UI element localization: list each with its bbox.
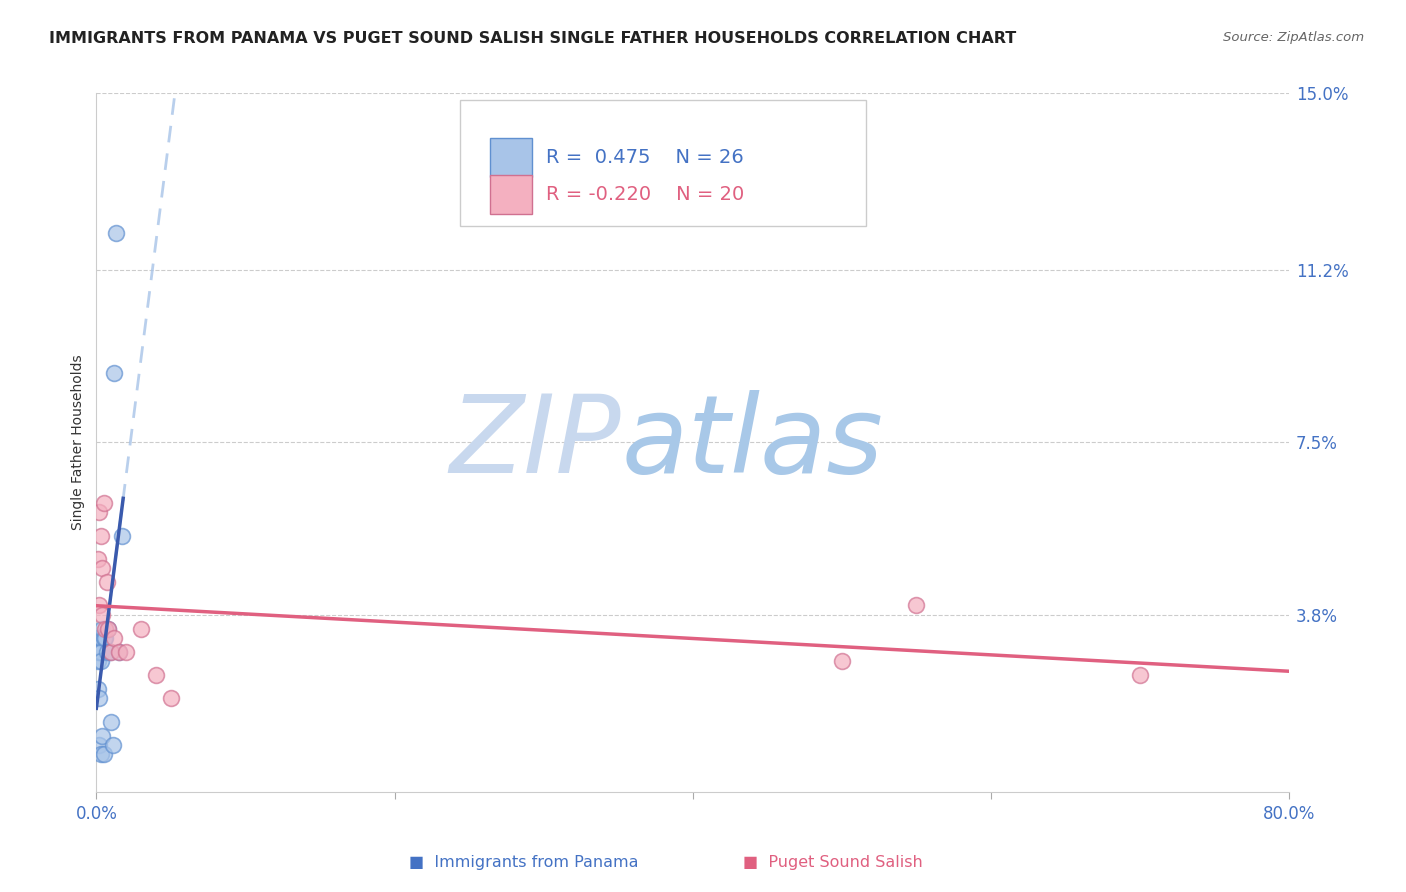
Point	[160, 691, 183, 706]
Point	[97, 622, 120, 636]
Point	[107, 645, 129, 659]
Point	[905, 599, 928, 613]
Point	[87, 631, 110, 645]
Point	[89, 645, 111, 659]
Point	[103, 631, 125, 645]
Text: IMMIGRANTS FROM PANAMA VS PUGET SOUND SALISH SINGLE FATHER HOUSEHOLDS CORRELATIO: IMMIGRANTS FROM PANAMA VS PUGET SOUND SA…	[49, 31, 1017, 46]
Text: ZIP: ZIP	[450, 390, 621, 495]
Point	[831, 654, 853, 668]
Point	[98, 645, 121, 659]
FancyBboxPatch shape	[460, 100, 866, 226]
Text: ■  Immigrants from Panama: ■ Immigrants from Panama	[409, 855, 638, 870]
Point	[101, 738, 124, 752]
Y-axis label: Single Father Households: Single Father Households	[72, 355, 86, 530]
Point	[90, 747, 112, 762]
Point	[87, 682, 110, 697]
Point	[129, 622, 152, 636]
Text: atlas: atlas	[621, 390, 883, 495]
Point	[96, 645, 118, 659]
FancyBboxPatch shape	[489, 138, 531, 177]
Point	[103, 366, 125, 380]
Point	[100, 645, 122, 659]
Point	[89, 599, 111, 613]
Text: R =  0.475    N = 26: R = 0.475 N = 26	[546, 148, 744, 167]
Point	[89, 738, 111, 752]
Point	[91, 607, 114, 622]
Point	[104, 226, 127, 240]
Point	[90, 631, 112, 645]
Point	[87, 645, 110, 659]
Point	[111, 528, 134, 542]
Point	[145, 668, 167, 682]
Point	[97, 622, 120, 636]
Point	[100, 714, 122, 729]
Point	[91, 622, 114, 636]
Point	[93, 496, 115, 510]
Point	[87, 552, 110, 566]
Point	[89, 691, 111, 706]
Text: R = -0.220    N = 20: R = -0.220 N = 20	[546, 185, 744, 204]
Point	[90, 654, 112, 668]
Point	[93, 747, 115, 762]
FancyBboxPatch shape	[489, 175, 531, 214]
Point	[90, 528, 112, 542]
Point	[90, 645, 112, 659]
Text: ■  Puget Sound Salish: ■ Puget Sound Salish	[744, 855, 924, 870]
Point	[89, 505, 111, 519]
Point	[89, 631, 111, 645]
Point	[1129, 668, 1152, 682]
Point	[94, 631, 117, 645]
Point	[94, 622, 117, 636]
Point	[93, 631, 115, 645]
Point	[91, 561, 114, 575]
Point	[91, 729, 114, 743]
Point	[96, 575, 118, 590]
Point	[107, 645, 129, 659]
Point	[87, 654, 110, 668]
Text: Source: ZipAtlas.com: Source: ZipAtlas.com	[1223, 31, 1364, 45]
Point	[115, 645, 138, 659]
